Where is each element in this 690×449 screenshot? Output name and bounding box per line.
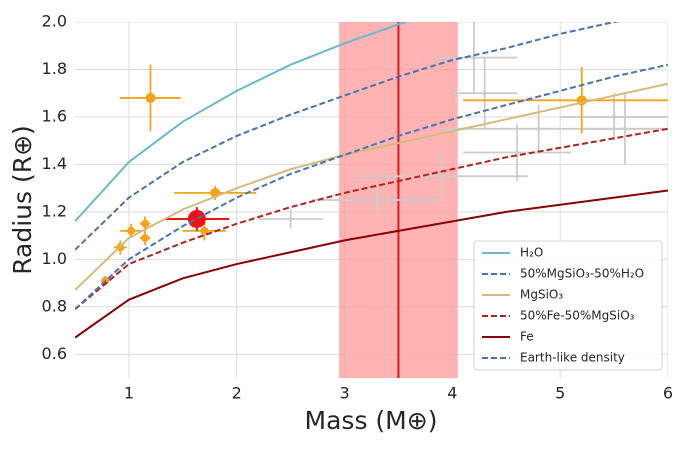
y-tick-label: 1.6 — [42, 106, 67, 125]
point — [127, 226, 136, 235]
y-tick-label: 1.0 — [42, 249, 67, 268]
x-tick-label: 2 — [232, 384, 242, 403]
point — [141, 233, 150, 242]
y-tick-label: 1.8 — [42, 59, 67, 78]
legend-label: H₂O — [520, 246, 543, 260]
x-axis-label: Mass (M⊕) — [305, 406, 438, 435]
y-tick-label: 1.2 — [42, 201, 67, 220]
point — [288, 216, 293, 221]
plot-area — [75, 22, 668, 378]
model-curve — [75, 189, 668, 339]
y-tick-label: 2.0 — [42, 12, 67, 31]
point — [145, 92, 156, 103]
model-curve — [75, 63, 668, 310]
model-curve — [75, 22, 620, 251]
legend-box — [473, 240, 663, 371]
legend-label: 50%MgSiO₃-50%H₂O — [520, 267, 644, 281]
point — [536, 126, 541, 131]
point — [439, 174, 444, 179]
model-curve — [75, 82, 668, 291]
legend-label: MgSiO₃ — [520, 288, 563, 302]
point — [187, 209, 206, 228]
model-curve — [75, 127, 668, 310]
model-curve — [75, 22, 409, 223]
x-tick-label: 3 — [339, 384, 349, 403]
point — [612, 114, 617, 119]
y-tick-label: 0.8 — [42, 296, 67, 315]
x-tick-label: 5 — [555, 384, 565, 403]
y-tick-label: 0.6 — [42, 344, 67, 363]
point — [471, 55, 476, 60]
point — [515, 150, 520, 155]
point — [374, 198, 379, 202]
x-tick-label: 4 — [447, 384, 457, 403]
y-axis-label: Radius (R⊕) — [8, 125, 37, 275]
y-tick-label: 1.4 — [42, 154, 67, 173]
point — [482, 91, 487, 96]
legend-label: Earth-like density — [520, 351, 625, 365]
legend-label: 50%Fe-50%MgSiO₃ — [520, 309, 635, 323]
point — [200, 226, 209, 235]
point — [622, 126, 627, 131]
x-tick-label: 6 — [663, 384, 673, 403]
point — [141, 219, 150, 228]
legend-label: Fe — [520, 330, 534, 344]
x-tick-label: 1 — [124, 384, 134, 403]
